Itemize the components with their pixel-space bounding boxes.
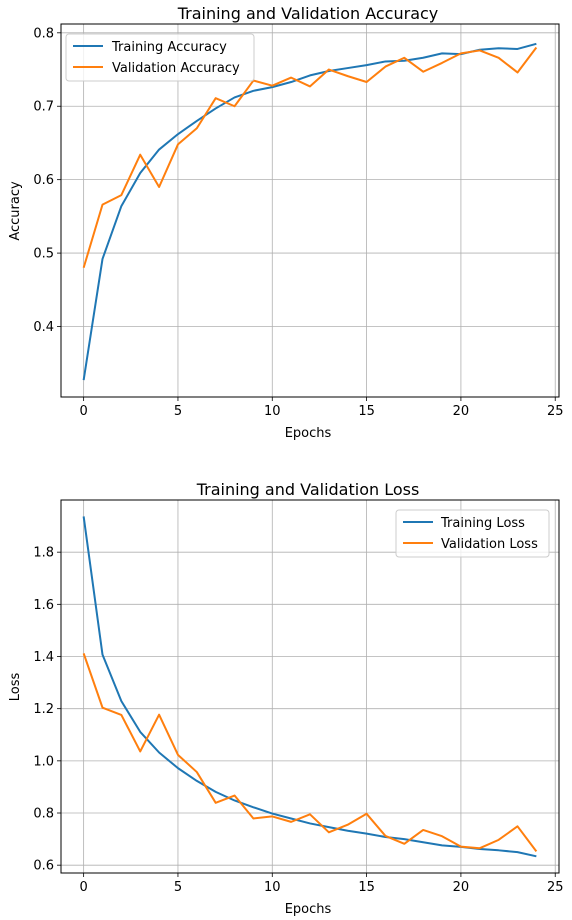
x-tick-label: 5 [174, 404, 182, 419]
series-line-validation-accuracy [82, 46, 538, 269]
legend-box [65, 33, 255, 82]
x-tick-label: 25 [547, 404, 564, 419]
legend: Training Loss Validation Loss [395, 509, 550, 558]
x-axis-ticks: 0 5 10 15 20 25 [79, 397, 564, 419]
legend-label-validation-loss: Validation Loss [441, 537, 538, 552]
legend: Training Accuracy Validation Accuracy [65, 33, 255, 82]
legend-label-training-accuracy: Training Accuracy [111, 40, 227, 55]
y-axis-label: Accuracy [8, 181, 23, 241]
x-tick-label: 0 [79, 404, 87, 419]
x-tick-label: 5 [174, 880, 182, 895]
y-tick-label: 0.4 [33, 320, 54, 335]
y-tick-label: 0.6 [33, 173, 54, 188]
chart-title: Training and Validation Loss [196, 480, 420, 499]
x-tick-label: 10 [264, 404, 281, 419]
legend-label-training-loss: Training Loss [440, 516, 525, 531]
y-tick-label: 1.8 [33, 546, 54, 561]
x-tick-label: 20 [453, 880, 470, 895]
series-line-validation-loss [82, 653, 538, 852]
y-tick-label: 1.6 [33, 598, 54, 613]
y-tick-label: 1.0 [33, 754, 54, 769]
x-tick-label: 15 [358, 404, 375, 419]
x-tick-label: 10 [264, 880, 281, 895]
y-tick-label: 0.5 [33, 247, 54, 262]
legend-label-validation-accuracy: Validation Accuracy [112, 61, 240, 76]
y-axis-ticks: 0.6 0.8 1.0 1.2 1.4 1.6 1.8 [33, 546, 61, 874]
x-tick-label: 0 [79, 880, 87, 895]
y-tick-label: 0.7 [33, 100, 54, 115]
x-axis-label: Epochs [285, 426, 332, 441]
y-tick-label: 0.6 [33, 859, 54, 874]
y-tick-label: 1.2 [33, 702, 54, 717]
x-tick-label: 20 [453, 404, 470, 419]
x-tick-label: 15 [358, 880, 375, 895]
plot-frame [60, 499, 560, 874]
x-axis-ticks: 0 5 10 15 20 25 [79, 873, 564, 895]
chart-title: Training and Validation Accuracy [177, 4, 439, 23]
plot-frame [60, 23, 560, 398]
y-tick-label: 1.4 [33, 650, 54, 665]
series-layer [82, 42, 538, 381]
x-axis-label: Epochs [285, 902, 332, 917]
x-tick-label: 25 [547, 880, 564, 895]
grid-lines [61, 24, 559, 397]
y-tick-label: 0.8 [33, 26, 54, 41]
accuracy-chart: Training and Validation Accuracy 0 5 10 15 2… [8, 4, 564, 441]
y-axis-ticks: 0.4 0.5 0.6 0.7 0.8 [33, 26, 61, 335]
y-tick-label: 0.8 [33, 807, 54, 822]
loss-chart: Training and Validation Loss 0 5 10 15 20 25 … [8, 480, 564, 917]
grid-lines [61, 500, 559, 873]
y-axis-label: Loss [8, 673, 23, 702]
series-layer [82, 516, 538, 858]
legend-box [395, 509, 550, 558]
